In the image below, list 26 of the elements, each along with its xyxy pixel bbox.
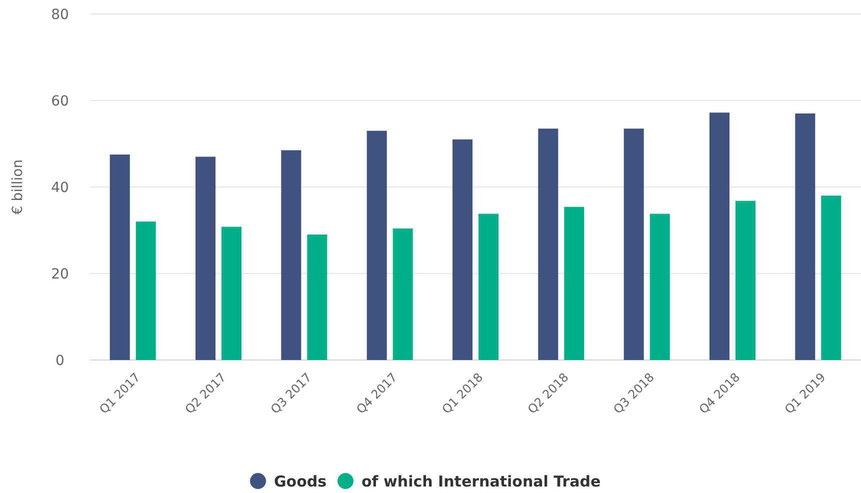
bar bbox=[307, 234, 328, 360]
bar bbox=[650, 214, 670, 360]
bar bbox=[366, 130, 387, 360]
y-tick-label: 0 bbox=[56, 352, 64, 369]
bar bbox=[110, 154, 130, 360]
bar bbox=[821, 196, 842, 360]
bar bbox=[624, 128, 644, 360]
y-tick-label: 80 bbox=[51, 6, 69, 23]
bar bbox=[564, 206, 584, 360]
y-tick-label: 20 bbox=[51, 266, 69, 282]
bar bbox=[196, 156, 216, 360]
legend-label: of which International Trade bbox=[362, 472, 601, 490]
bar bbox=[452, 139, 472, 360]
bar bbox=[281, 150, 302, 360]
bar bbox=[538, 128, 558, 360]
legend-label: Goods bbox=[274, 472, 327, 490]
bar bbox=[478, 214, 498, 360]
y-tick-label: 60 bbox=[51, 93, 69, 110]
bar bbox=[795, 113, 816, 360]
y-axis-title: € billion bbox=[10, 159, 26, 215]
bar bbox=[710, 112, 730, 360]
bar bbox=[222, 226, 242, 360]
y-tick-label: 40 bbox=[51, 180, 69, 196]
bar bbox=[736, 200, 756, 360]
bar bbox=[392, 228, 413, 360]
bar bbox=[136, 222, 156, 360]
